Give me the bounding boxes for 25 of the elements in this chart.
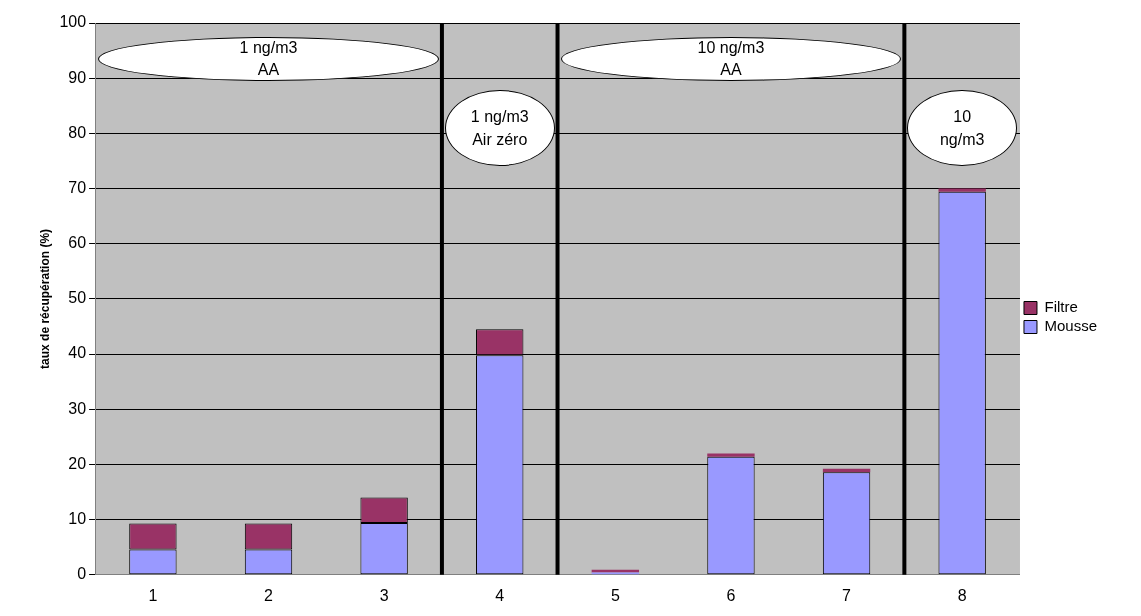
y-tick-label: 50 — [68, 289, 87, 307]
legend-label: Filtre — [1044, 298, 1078, 316]
y-tick-label: 40 — [68, 344, 87, 362]
y-tick-label: 70 — [68, 178, 87, 196]
x-tick-label: 8 — [957, 586, 967, 604]
bar — [822, 468, 871, 473]
y-tick-label: 0 — [77, 565, 87, 583]
bar — [707, 453, 755, 457]
x-tick-label: 1 — [148, 586, 158, 604]
bar — [938, 188, 986, 192]
y-tick-label: 100 — [59, 13, 87, 31]
y-tick-label: 60 — [68, 234, 87, 252]
x-tick-label: 2 — [264, 586, 274, 604]
x-tick-label: 6 — [726, 586, 736, 604]
y-tick-label: 80 — [68, 123, 87, 141]
y-tick-label: 10 — [68, 510, 87, 528]
x-tick-label: 5 — [610, 586, 620, 604]
y-axis-title: taux de récupération (%) — [37, 228, 52, 369]
x-tick-label: 7 — [842, 586, 852, 604]
y-tick-label: 90 — [68, 68, 87, 86]
x-tick-label: 4 — [495, 586, 505, 604]
legend-label: Mousse — [1044, 317, 1098, 335]
y-tick-label: 20 — [68, 454, 87, 472]
y-tick-label: 30 — [68, 399, 87, 417]
x-tick-label: 3 — [379, 586, 389, 604]
